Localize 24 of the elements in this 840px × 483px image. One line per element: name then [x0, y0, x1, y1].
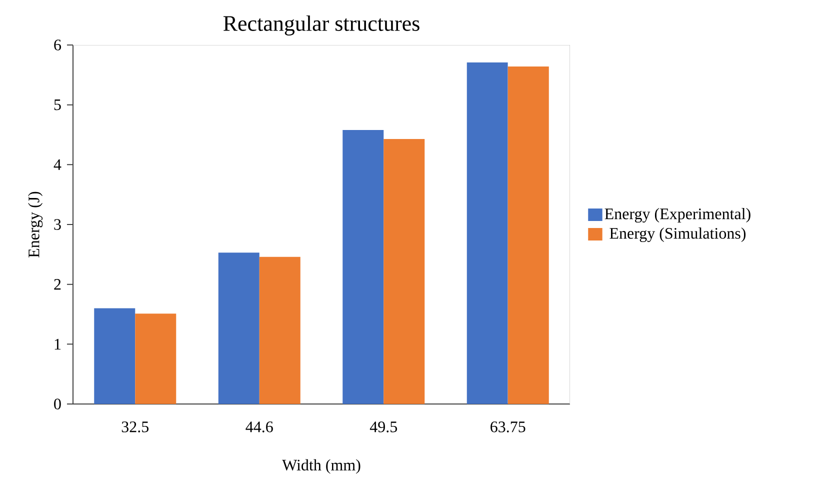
y-tick-label: 0 — [54, 398, 61, 410]
chart-title: Rectangular structures — [223, 15, 420, 36]
bar — [466, 62, 508, 404]
y-axis-title: Energy (J) — [28, 192, 43, 258]
y-tick-label: 6 — [54, 40, 61, 50]
bar — [218, 252, 260, 404]
bar — [259, 256, 300, 404]
legend-label: Energy (Simulations) — [610, 228, 746, 242]
x-tick-label: 63.75 — [490, 422, 526, 432]
x-axis-title: Width (mm) — [282, 459, 360, 474]
y-tick-label: 3 — [54, 219, 61, 230]
bar — [94, 308, 136, 404]
bar — [384, 138, 425, 404]
x-tick-label: 49.5 — [370, 422, 397, 432]
y-tick-label: 1 — [54, 338, 61, 350]
y-tick-label: 4 — [54, 159, 62, 170]
bar — [342, 130, 384, 404]
bar — [508, 66, 549, 404]
y-tick-label: 5 — [54, 100, 61, 110]
x-tick-label: 44.6 — [246, 422, 273, 432]
bar — [135, 314, 176, 404]
legend-label: Energy (Experimental) — [604, 208, 750, 223]
y-tick-label: 2 — [54, 279, 61, 290]
x-tick-label: 32.5 — [122, 422, 148, 432]
